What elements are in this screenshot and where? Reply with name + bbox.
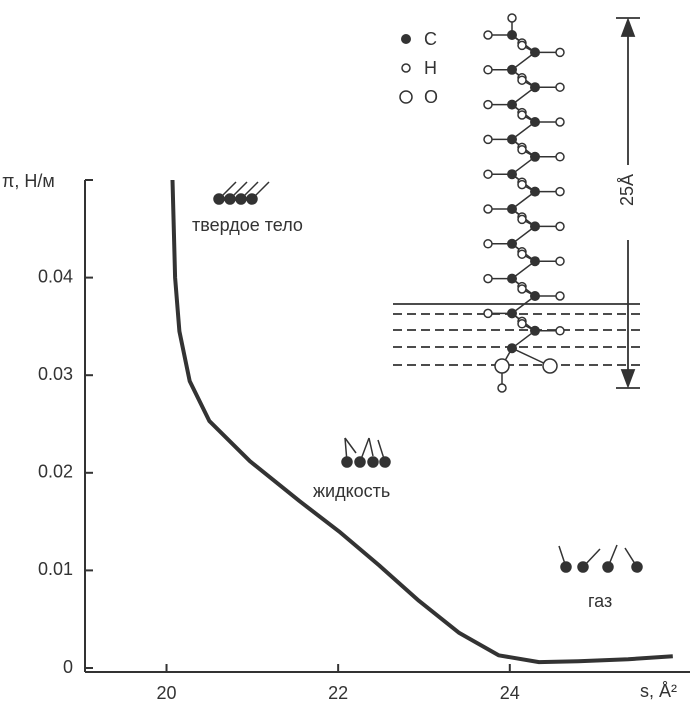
carbon bbox=[530, 256, 540, 267]
scale-arrow bbox=[616, 17, 640, 389]
hydrogen bbox=[483, 169, 493, 179]
y-tick-label: 0.01 bbox=[38, 559, 73, 579]
carbon bbox=[507, 238, 517, 249]
hydrogen bbox=[517, 319, 527, 329]
hydrogen bbox=[483, 99, 493, 110]
hydrogen bbox=[555, 152, 565, 162]
hydrogen bbox=[497, 383, 507, 393]
hydrogen bbox=[483, 308, 493, 319]
x-tick-label: 22 bbox=[328, 683, 348, 703]
hydrogen bbox=[507, 13, 517, 23]
hydrogen bbox=[517, 284, 527, 294]
carbon bbox=[530, 325, 540, 336]
legend-o bbox=[399, 90, 413, 104]
carbon bbox=[530, 151, 540, 162]
hydrogen bbox=[555, 47, 565, 58]
carbon bbox=[507, 308, 517, 319]
carbon bbox=[530, 117, 540, 127]
carbon bbox=[530, 82, 540, 93]
hydrogen bbox=[483, 204, 493, 214]
carbon bbox=[507, 169, 517, 180]
hydrogen bbox=[517, 75, 527, 85]
hydrogen bbox=[517, 249, 527, 259]
hydrogen bbox=[483, 30, 493, 40]
hydrogen bbox=[517, 145, 527, 155]
x-tick-label: 20 bbox=[157, 683, 177, 703]
hydrogen bbox=[555, 221, 565, 232]
carbon bbox=[507, 30, 517, 40]
carbon bbox=[530, 186, 540, 197]
hydrogen bbox=[555, 82, 565, 92]
axes bbox=[84, 179, 690, 673]
legend-c bbox=[401, 34, 411, 44]
hydrogen bbox=[555, 291, 565, 301]
hydrogen bbox=[483, 134, 493, 145]
annotation: твердое тело bbox=[192, 215, 303, 235]
carbon bbox=[530, 221, 540, 232]
carbon bbox=[507, 99, 517, 110]
annotation: газ bbox=[588, 591, 612, 611]
isotherm-line bbox=[170, 179, 673, 665]
annotation: жидкость bbox=[313, 481, 390, 501]
y-tick-label: 0.02 bbox=[38, 462, 73, 482]
carbon bbox=[530, 47, 540, 58]
hydrogen bbox=[517, 110, 527, 120]
x-axis-label: s, Å² bbox=[640, 681, 677, 701]
hydrogen bbox=[555, 256, 565, 266]
carbon bbox=[507, 204, 517, 214]
hydrogen bbox=[555, 186, 565, 197]
carbon bbox=[507, 343, 517, 354]
x-tick-label: 24 bbox=[500, 683, 520, 703]
oxygen bbox=[494, 358, 510, 374]
y-tick-label: 0 bbox=[63, 657, 73, 677]
hydrogen bbox=[483, 273, 493, 284]
hydrogen bbox=[555, 326, 565, 336]
hydrogen bbox=[483, 65, 493, 75]
y-tick-label: 0.03 bbox=[38, 364, 73, 384]
carbon bbox=[507, 64, 517, 75]
legend-h bbox=[401, 63, 411, 73]
oxygen bbox=[542, 358, 558, 374]
carbon bbox=[507, 273, 517, 284]
hydrogen bbox=[555, 117, 565, 127]
y-tick-label: 0.04 bbox=[38, 266, 73, 286]
molecule-icons bbox=[213, 181, 643, 573]
inset-diagram bbox=[393, 13, 640, 393]
legend-label: C bbox=[424, 29, 437, 49]
hydrogen bbox=[517, 179, 527, 190]
hydrogen bbox=[483, 239, 493, 249]
y-axis-label: π, Н/м bbox=[2, 171, 55, 191]
hydrogen bbox=[517, 40, 527, 51]
legend-label: O bbox=[424, 87, 438, 107]
legend-label: H bbox=[424, 58, 437, 78]
carbon bbox=[530, 291, 540, 301]
hydrogen bbox=[517, 214, 527, 225]
carbon bbox=[507, 134, 517, 145]
length-label: 25Å bbox=[617, 174, 637, 206]
